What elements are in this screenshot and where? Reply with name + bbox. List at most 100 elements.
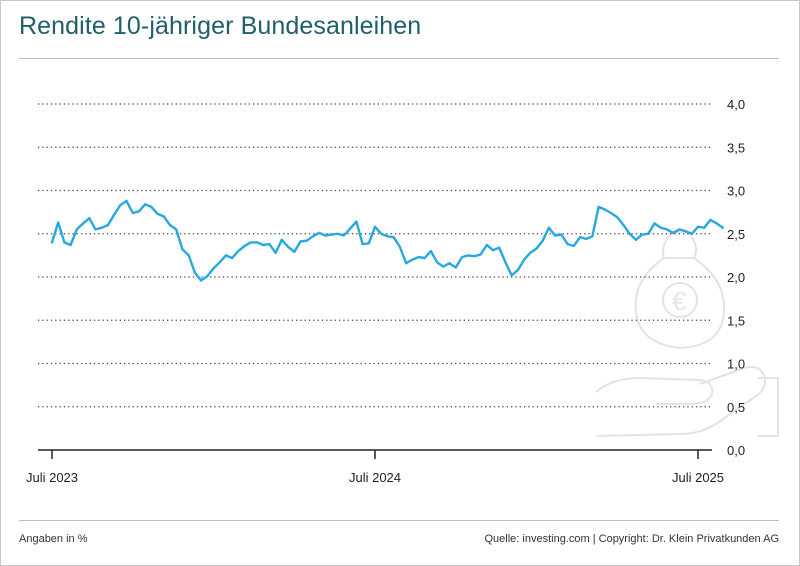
data-point <box>529 251 532 254</box>
data-point <box>268 243 271 246</box>
data-point <box>659 226 662 229</box>
data-point <box>324 234 327 237</box>
svg-text:€: € <box>672 286 687 316</box>
data-point <box>411 258 414 261</box>
data-point <box>554 234 557 237</box>
data-point <box>181 248 184 251</box>
data-point <box>218 261 221 264</box>
data-point <box>113 213 116 216</box>
data-point <box>237 250 240 253</box>
data-point <box>392 236 395 239</box>
data-point <box>622 224 625 227</box>
data-point <box>398 245 401 248</box>
data-point <box>175 228 178 231</box>
data-point <box>473 255 476 258</box>
data-point <box>653 222 656 225</box>
data-point <box>448 262 451 265</box>
unit-note: Angaben in % <box>19 533 88 545</box>
data-point <box>330 233 333 236</box>
data-point <box>460 256 464 259</box>
data-point <box>516 269 520 272</box>
data-point <box>305 239 308 242</box>
data-point <box>212 267 215 270</box>
data-point <box>715 222 718 225</box>
data-point <box>498 246 501 249</box>
data-point <box>311 235 314 238</box>
data-point <box>50 241 54 244</box>
data-point <box>156 212 159 215</box>
data-point <box>249 241 252 244</box>
data-point <box>467 254 470 257</box>
data-point <box>342 234 345 237</box>
data-point <box>150 205 153 208</box>
data-point <box>523 258 526 261</box>
source-note: Quelle: investing.com | Copyright: Dr. K… <box>484 533 780 545</box>
y-tick-label: 2,0 <box>727 270 745 285</box>
data-point <box>696 225 700 228</box>
data-point <box>405 262 408 265</box>
data-point <box>417 256 420 259</box>
data-point <box>541 239 544 242</box>
data-point <box>647 232 650 235</box>
data-point <box>678 228 681 231</box>
data-point <box>361 243 364 246</box>
data-point <box>262 243 265 247</box>
data-point <box>125 199 128 202</box>
y-tick-label: 1,5 <box>727 313 745 328</box>
data-point <box>709 218 712 221</box>
y-tick-label: 4,0 <box>727 97 745 112</box>
data-point <box>380 232 383 235</box>
yield-series-line <box>50 199 724 282</box>
data-point <box>336 232 339 235</box>
data-point <box>566 243 569 246</box>
data-point <box>703 226 706 229</box>
data-point <box>578 236 582 239</box>
data-point <box>231 256 234 260</box>
data-point <box>672 231 675 234</box>
y-tick-label: 0,0 <box>727 443 745 458</box>
data-point <box>684 230 687 233</box>
data-point <box>69 243 72 247</box>
data-point <box>144 203 147 206</box>
data-point <box>454 266 457 269</box>
data-point <box>200 279 203 282</box>
data-point <box>485 243 488 247</box>
data-point <box>193 271 196 274</box>
data-point <box>243 244 246 247</box>
y-tick-label: 1,0 <box>727 357 745 372</box>
x-tick-label: Juli 2025 <box>672 470 724 485</box>
data-point <box>106 224 109 227</box>
data-point <box>119 204 122 207</box>
data-point <box>423 256 426 260</box>
money-bag-on-hand-icon: € <box>595 231 779 437</box>
data-point <box>560 233 563 236</box>
data-point <box>286 245 290 248</box>
data-point <box>75 228 78 231</box>
data-point <box>318 231 321 234</box>
data-point <box>628 232 631 235</box>
data-point <box>597 205 600 208</box>
data-point <box>665 228 669 231</box>
chart-title: Rendite 10-jähriger Bundesanleihen <box>19 12 422 40</box>
data-point <box>131 211 134 215</box>
data-point <box>255 241 259 244</box>
data-point <box>57 221 60 224</box>
data-point <box>535 247 538 250</box>
data-point <box>63 241 66 244</box>
data-point <box>206 275 209 278</box>
data-point <box>510 274 513 277</box>
data-point <box>585 237 588 240</box>
data-point <box>88 217 91 220</box>
data-point <box>355 220 358 223</box>
y-tick-label: 0,5 <box>727 400 745 415</box>
yield-series-points <box>50 199 724 282</box>
data-point <box>386 235 389 238</box>
x-tick-label: Juli 2024 <box>349 470 401 485</box>
data-point <box>373 225 377 228</box>
x-tick-label: Juli 2023 <box>26 470 78 485</box>
data-point <box>224 254 227 257</box>
data-point <box>187 254 190 257</box>
data-point <box>82 222 85 225</box>
data-point <box>299 240 302 243</box>
data-point <box>137 210 141 213</box>
